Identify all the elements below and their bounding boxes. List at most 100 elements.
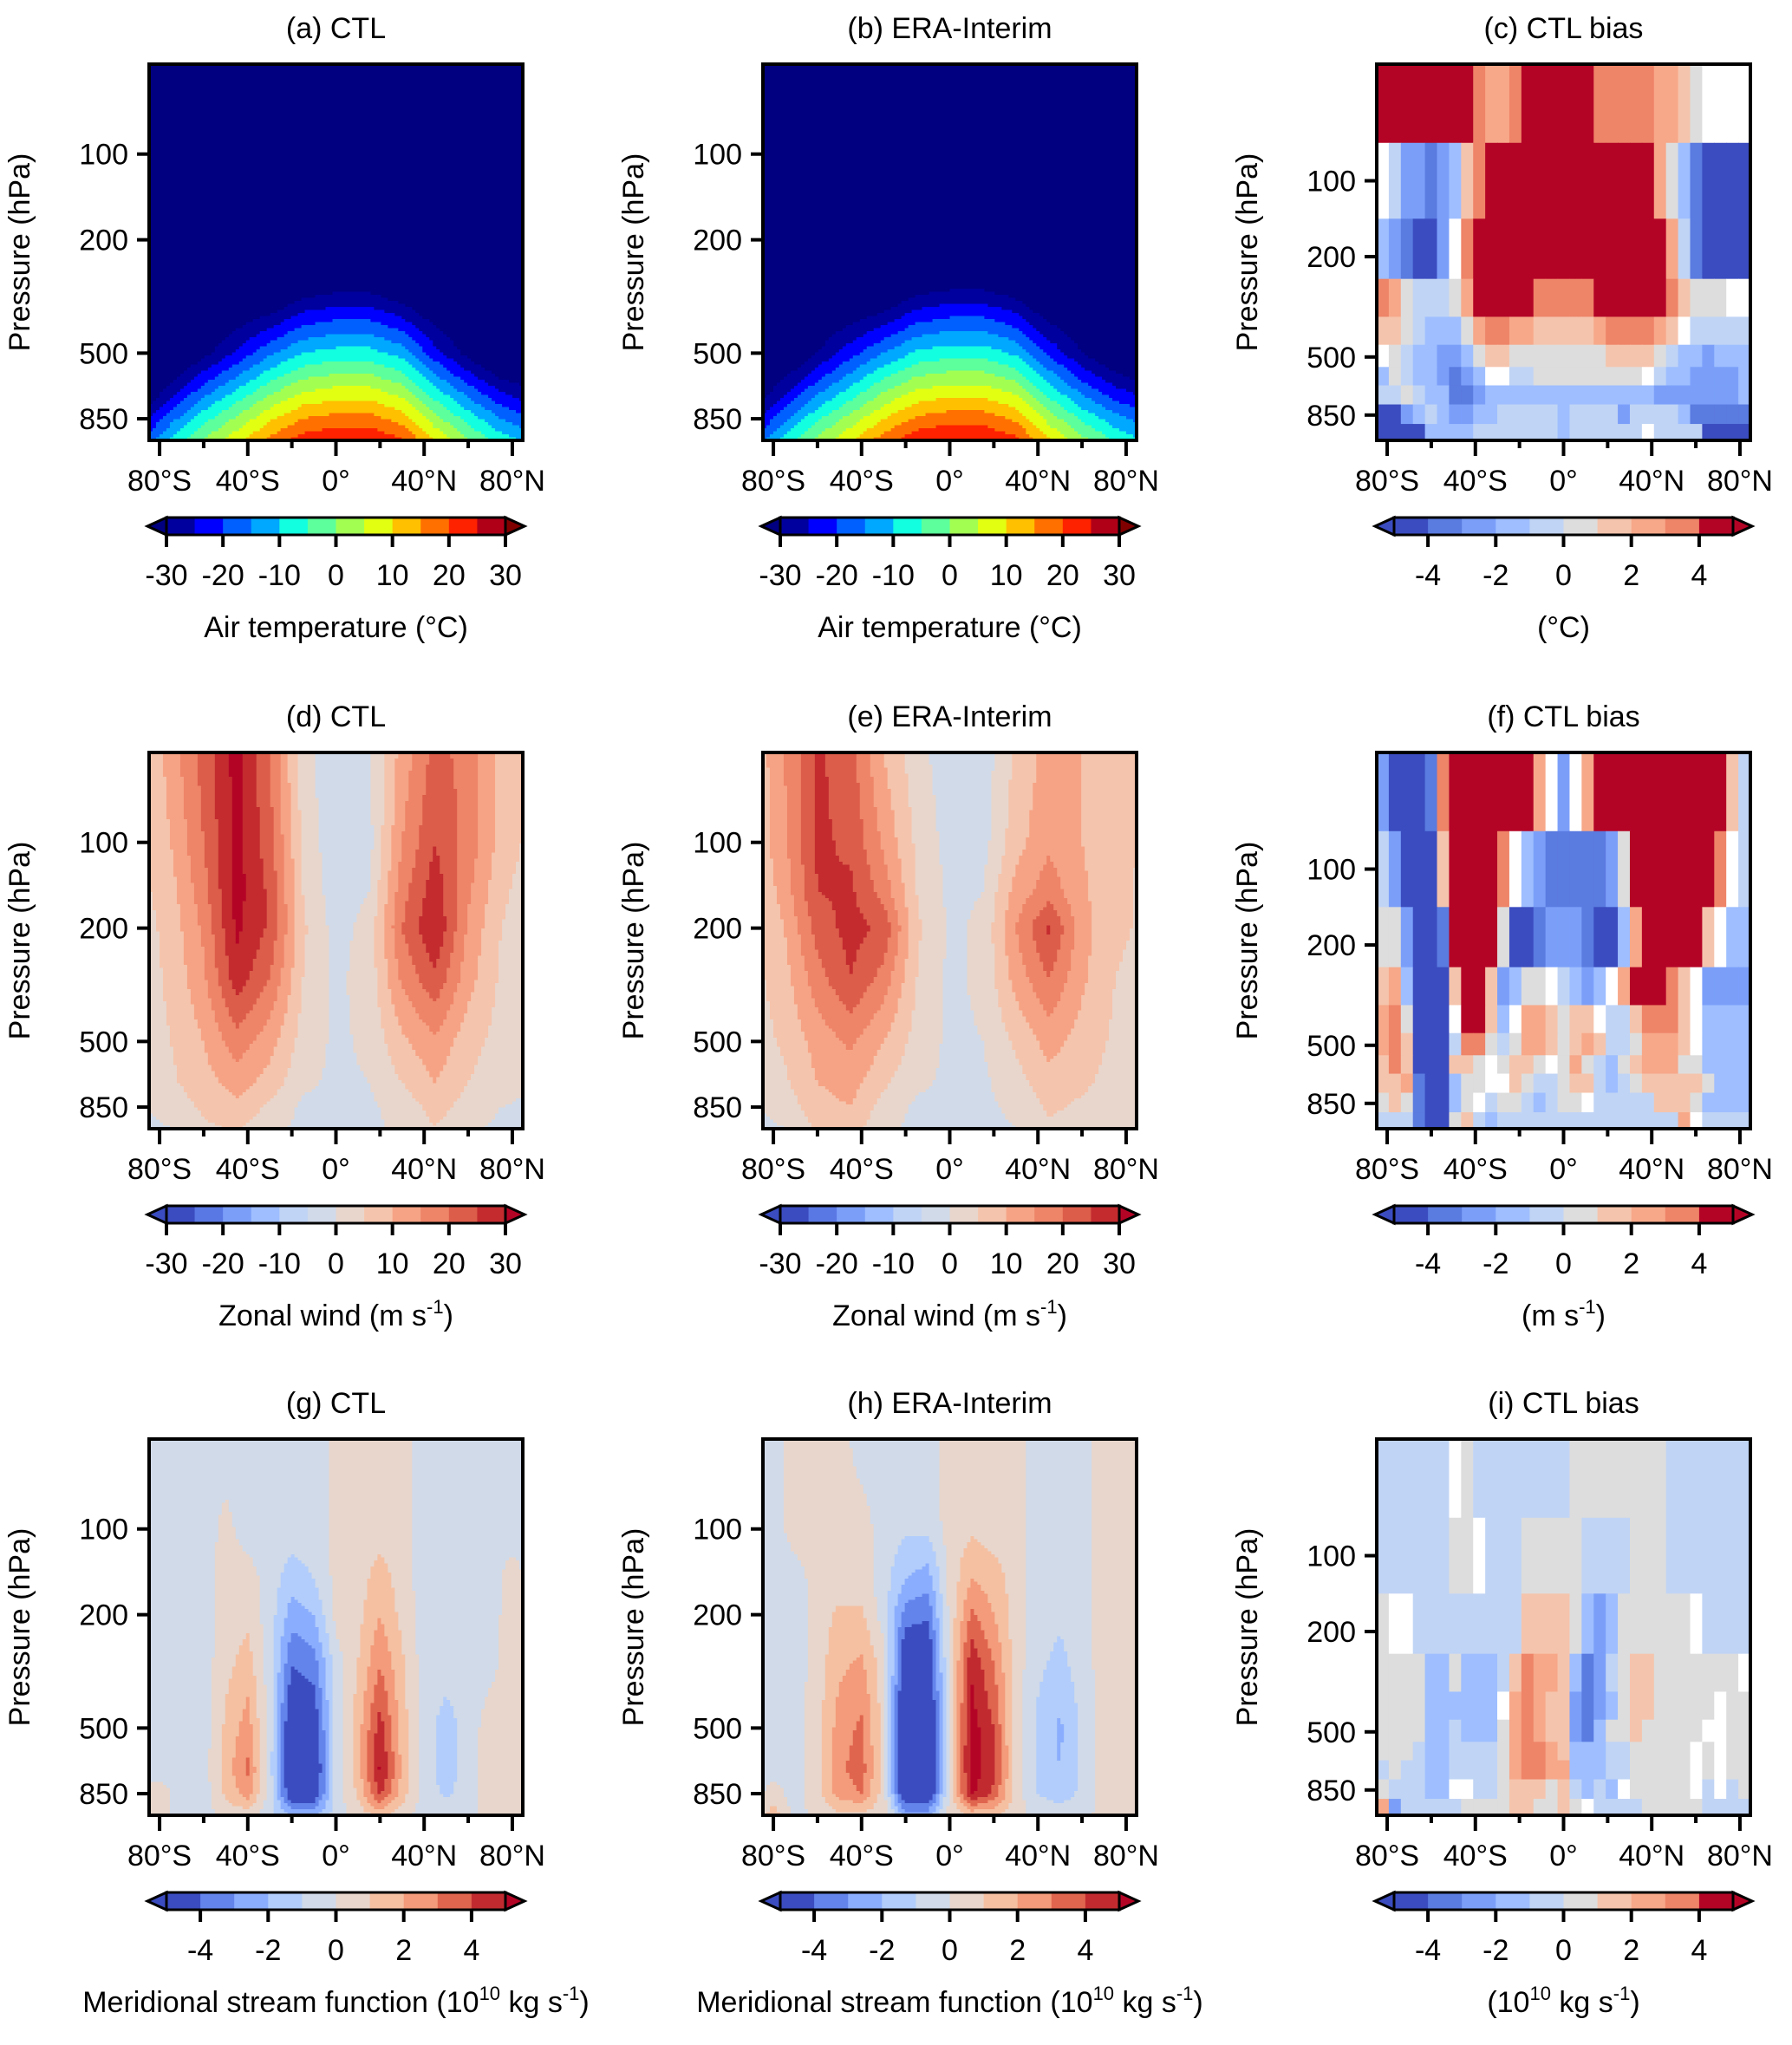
contour-band-cell [277,989,292,993]
contour-band-cell [880,392,909,396]
contour-band-cell [228,368,251,372]
contour-band-cell [315,777,372,781]
contour-band-cell [835,352,861,356]
contour-band-cell [149,328,237,332]
contour-band-cell [162,431,178,435]
contour-band-cell [763,161,1137,166]
contour-band-cell [263,358,289,362]
contour-band-cell [384,916,395,921]
contour-band-cell [419,846,433,850]
bias-grid-cell [1412,367,1426,387]
contour-band-cell [149,785,167,790]
contour-band-cell [214,1074,261,1078]
contour-band-cell [901,864,916,869]
contour-band-cell [391,1058,423,1063]
contour-band-cell [426,1022,444,1026]
contour-band-cell [329,941,351,945]
contour-band-cell [828,789,861,793]
colorbar-tick-label: 2 [1623,559,1639,592]
contour-band-cell [499,959,523,963]
contour-band-cell [374,374,406,378]
contour-band-cell [149,76,523,81]
contour-band-cell [218,977,230,981]
contour-band-cell [443,886,458,890]
contour-band-cell [457,852,479,856]
contour-band-cell [169,1044,205,1048]
bias-grid-cell [1641,424,1655,440]
contour-band-cell [349,1013,381,1018]
contour-band-cell [873,382,903,387]
contour-band-cell [492,852,520,856]
contour-band-cell [776,428,792,433]
contour-band-cell [408,779,427,784]
contour-band-cell [394,937,406,941]
contour-band-cell [828,791,861,796]
contour-band-cell [450,965,461,969]
contour-band-cell [1026,349,1044,354]
contour-band-cell [429,1071,440,1075]
contour-band-cell [467,355,523,360]
contour-band-cell [149,301,296,305]
contour-band-cell [831,837,864,842]
contour-band-cell [911,337,1009,342]
contour-band-cell [1081,773,1137,778]
contour-band-cell [242,840,261,844]
contour-band-cell [838,380,861,384]
contour-band-cell [273,840,285,844]
contour-band-cell [277,913,289,917]
contour-band-cell [804,889,819,893]
contour-band-cell [176,1068,212,1072]
contour-band-cell [1081,804,1137,808]
contour-band-cell [814,759,826,763]
contour-band-cell [149,1052,174,1057]
contour-band-cell [942,880,986,884]
contour-band-cell [221,995,261,1000]
contour-band-cell [1085,846,1137,850]
contour-band-cell [394,783,409,787]
contour-band-cell [828,810,861,814]
contour-band-cell [492,870,517,875]
contour-band-cell [294,943,306,948]
contour-band-cell [429,337,451,342]
contour-band-cell [464,1086,523,1091]
bias-grid-cell [1557,278,1570,317]
bias-grid-cell [1388,218,1402,280]
contour-band-cell [440,992,454,996]
colorbar-tick-label: 0 [1555,559,1572,592]
contour-band-cell [231,331,261,335]
bias-grid-cell [1738,404,1750,425]
contour-band-cell [1088,898,1134,902]
contour-band-cell [381,1016,399,1020]
contour-band-cell [329,1004,351,1008]
contour-band-cell [994,413,1023,417]
contour-band-cell [911,816,937,820]
contour-band-cell [904,313,1020,317]
contour-band-cell [149,398,157,402]
contour-band-cell [443,986,458,990]
contour-band-cell [495,789,523,793]
contour-band-cell [370,791,385,796]
contour-band-cell [169,819,188,824]
contour-band-cell [915,349,1002,354]
contour-band-cell [190,434,209,439]
contour-band-cell [273,864,285,869]
contour-band-cell [1022,398,1037,402]
contour-band-cell [394,822,406,826]
contour-band-cell [800,761,816,765]
contour-band-cell [1039,331,1065,335]
contour-band-cell [287,1010,303,1014]
contour-band-cell [231,1016,247,1020]
contour-band-cell [149,880,178,884]
contour-band-cell [149,200,523,205]
contour-band-cell [897,837,913,842]
contour-band-cell [235,992,240,996]
contour-band-cell [329,1001,351,1006]
contour-band-cell [297,791,316,796]
contour-band-cell [394,761,413,765]
contour-band-cell [238,386,261,390]
contour-band-cell [763,240,1137,244]
bias-grid-cell [1714,142,1727,219]
contour-band-cell [499,941,523,945]
contour-band-cell [495,1117,523,1121]
contour-band-cell [149,216,523,220]
